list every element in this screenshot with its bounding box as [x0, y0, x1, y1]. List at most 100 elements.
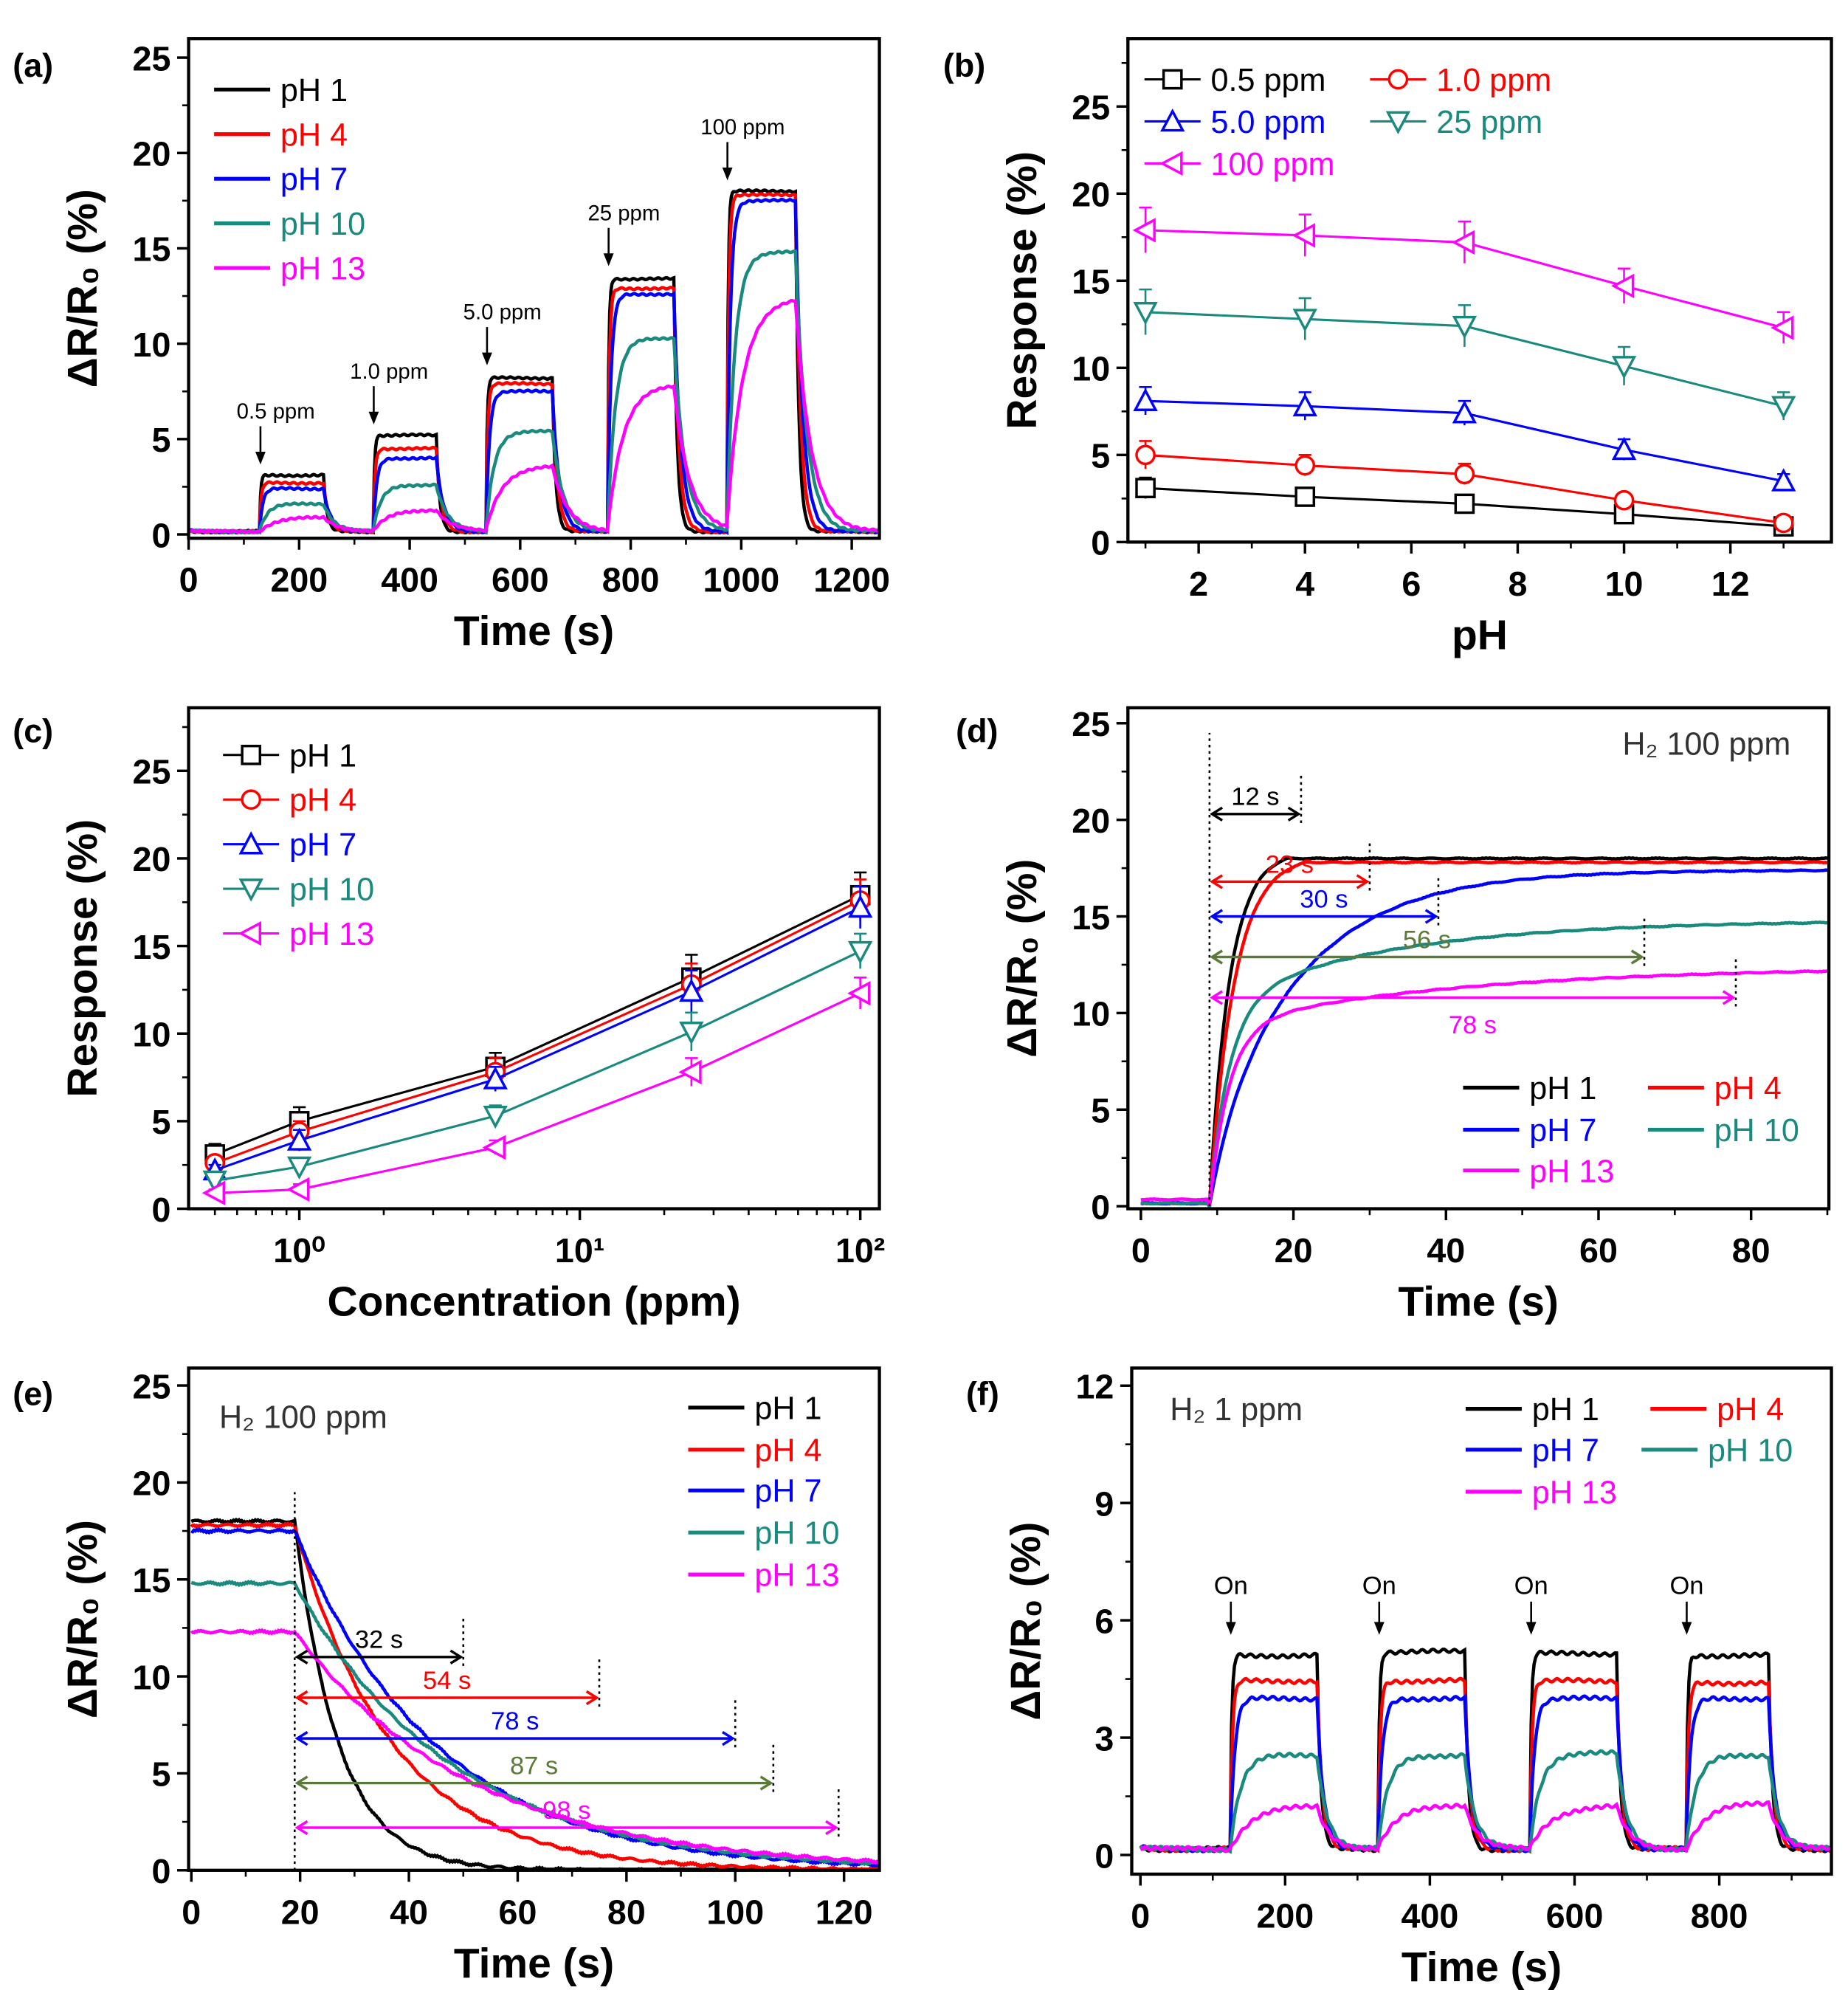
legend-item: pH 7: [1463, 1113, 1596, 1149]
legend: 0.5 ppm 1.0 ppm 5.0 ppm 25 ppm 100 ppm: [1144, 63, 1551, 182]
data-point: [1133, 301, 1158, 326]
legend-item: 0.5 ppm: [1144, 63, 1325, 98]
series-line-pH1: [188, 188, 880, 535]
y-tick-label: 3: [1094, 1719, 1114, 1758]
legend-item: pH 10: [688, 1516, 839, 1552]
x-tick-label: 60: [1579, 1231, 1618, 1270]
x-axis-label: Time (s): [1401, 1944, 1562, 1991]
time-arrow: 87 s: [294, 1744, 775, 1794]
series-line-pH4: [190, 1521, 880, 1870]
data-point: [678, 1059, 702, 1085]
data-point: [286, 1177, 310, 1202]
data-point: [1452, 400, 1478, 424]
annotation-label: On: [1362, 1572, 1396, 1600]
legend-item: pH 10: [214, 207, 365, 242]
arrow-label: 78 s: [491, 1707, 539, 1735]
x-tick-label: 0: [182, 1893, 201, 1931]
y-tick-label: 10: [133, 1658, 171, 1696]
legend-label: pH 10: [1714, 1113, 1799, 1149]
legend-label: pH 13: [754, 1558, 839, 1594]
x-tick-label: 600: [492, 561, 549, 599]
legend-label: pH 7: [754, 1474, 821, 1510]
y-axis-label: ΔR/R₀ (%): [59, 1520, 106, 1718]
legend-label: 100 ppm: [1211, 147, 1335, 182]
panel-label: (d): [956, 712, 998, 749]
y-tick-label: 15: [133, 928, 171, 966]
legend-item: pH 1: [1463, 1071, 1596, 1106]
data-point: [679, 978, 704, 1002]
series-line-pH4: [1139, 1676, 1832, 1854]
arrow-right-icon: [1424, 909, 1438, 924]
legend-item: pH 4: [214, 117, 348, 153]
data-point: [1611, 356, 1637, 379]
y-axis-label: Response (%): [999, 151, 1046, 430]
plot-frame: [187, 706, 881, 1211]
arrow-right-icon: [722, 1731, 736, 1746]
legend: pH 1 pH 4 pH 7 pH 10 pH 13: [688, 1391, 839, 1594]
arrow-right-icon: [1287, 806, 1301, 822]
x-tick-label: 4: [1295, 565, 1314, 603]
series-line-pH10: [1139, 1749, 1832, 1854]
panel-c: (c) 10⁰ 10¹ 10² 0 5 10 15 20 25 Concentration (ppm…: [13, 706, 885, 1326]
data-point: [1451, 230, 1475, 255]
x-tick-label: 10⁰: [273, 1231, 325, 1270]
y-tick-label: 0: [1094, 1837, 1114, 1875]
arrow-right-icon: [1722, 990, 1736, 1005]
x-tick-label: 400: [381, 561, 438, 599]
legend-item: pH 13: [688, 1558, 839, 1594]
y-tick-label: 0: [151, 1191, 170, 1229]
series-line-pH13: [1140, 1800, 1832, 1853]
legend-item: pH 4: [223, 783, 356, 819]
y-tick-label: 25: [1072, 705, 1110, 743]
series-pH13: [201, 977, 871, 1205]
arrow-left-icon: [1210, 874, 1224, 889]
legend-item: pH 1: [688, 1391, 821, 1426]
time-arrow: 32 s: [294, 1619, 465, 1667]
data-point: [482, 1135, 506, 1160]
series-25ppm: [1133, 288, 1796, 421]
y-tick-label: 25: [133, 1367, 171, 1405]
data-point: [1292, 393, 1317, 417]
data-point: [1611, 436, 1637, 461]
legend-label: pH 4: [1717, 1392, 1784, 1428]
y-tick-label: 0: [151, 1852, 170, 1890]
annotation-label: On: [1669, 1572, 1703, 1600]
arrow-label: 12 s: [1231, 783, 1279, 811]
arrow-right-icon: [825, 1820, 839, 1836]
x-axis-label: pH: [1452, 611, 1508, 658]
x-tick-label: 6: [1401, 565, 1421, 603]
arrow-head-icon: [482, 352, 492, 365]
legend: pH 1 pH 4 pH 7 pH 10 pH 13: [1465, 1392, 1793, 1510]
x-axis-label: Concentration (ppm): [327, 1278, 740, 1326]
data-point: [1135, 478, 1156, 499]
legend-label: pH 1: [1532, 1392, 1599, 1428]
legend-item: pH 7: [1465, 1433, 1599, 1468]
legend-item: pH 10: [223, 872, 374, 908]
legend-item: pH 4: [1650, 1392, 1784, 1428]
arrow-right-icon: [1630, 949, 1644, 965]
legend: pH 1 pH 4 pH 7 pH 10 pH 13: [223, 738, 374, 952]
data-point: [1292, 223, 1316, 248]
x-tick-label: 80: [607, 1893, 646, 1931]
x-tick-label: 0: [1131, 1896, 1150, 1935]
x-tick-label: 10¹: [555, 1231, 604, 1270]
plot-area: [1139, 1647, 1832, 1854]
data-point: [1611, 273, 1635, 299]
legend-label: pH 7: [280, 162, 348, 198]
panel-label: (e): [13, 1374, 53, 1412]
arrow-head-icon: [1525, 1622, 1537, 1635]
plot-area: [188, 188, 880, 536]
legend-label: pH 7: [289, 827, 356, 863]
data-point: [1454, 493, 1475, 514]
panel-e: (e) 0 20 40 60 80 100 120 0 5 10 15 20 25 Time (s) ΔR/R…: [13, 1366, 881, 1987]
legend-label: pH 13: [1532, 1475, 1617, 1510]
y-tick-label: 9: [1094, 1484, 1114, 1523]
x-tick-label: 600: [1546, 1896, 1604, 1935]
legend-label: 1.0 ppm: [1436, 63, 1551, 98]
legend-label: 5.0 ppm: [1211, 105, 1326, 140]
x-tick-label: 40: [390, 1893, 428, 1931]
arrow-left-icon: [1210, 990, 1224, 1005]
x-tick-label: 1200: [813, 561, 890, 599]
y-tick-label: 15: [133, 1561, 171, 1600]
x-tick-label: 8: [1508, 565, 1527, 603]
